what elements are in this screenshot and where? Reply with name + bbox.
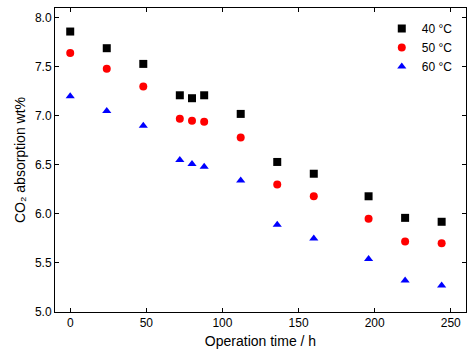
svg-text:CO₂ absorption wt%: CO₂ absorption wt% [12,97,28,223]
svg-text:50: 50 [140,316,154,330]
svg-text:7.5: 7.5 [35,60,52,74]
svg-text:5.0: 5.0 [35,305,52,319]
svg-text:250: 250 [441,316,461,330]
svg-text:60 °C: 60 °C [422,60,452,74]
svg-text:5.5: 5.5 [35,256,52,270]
svg-text:6.5: 6.5 [35,158,52,172]
svg-text:100: 100 [212,316,232,330]
svg-text:40 °C: 40 °C [422,22,452,36]
svg-text:50 °C: 50 °C [422,41,452,55]
svg-text:0: 0 [67,316,74,330]
svg-text:7.0: 7.0 [35,109,52,123]
svg-text:200: 200 [365,316,385,330]
svg-text:6.0: 6.0 [35,207,52,221]
svg-text:Operation time / h: Operation time / h [205,333,316,349]
svg-text:8.0: 8.0 [35,11,52,25]
svg-text:150: 150 [289,316,309,330]
